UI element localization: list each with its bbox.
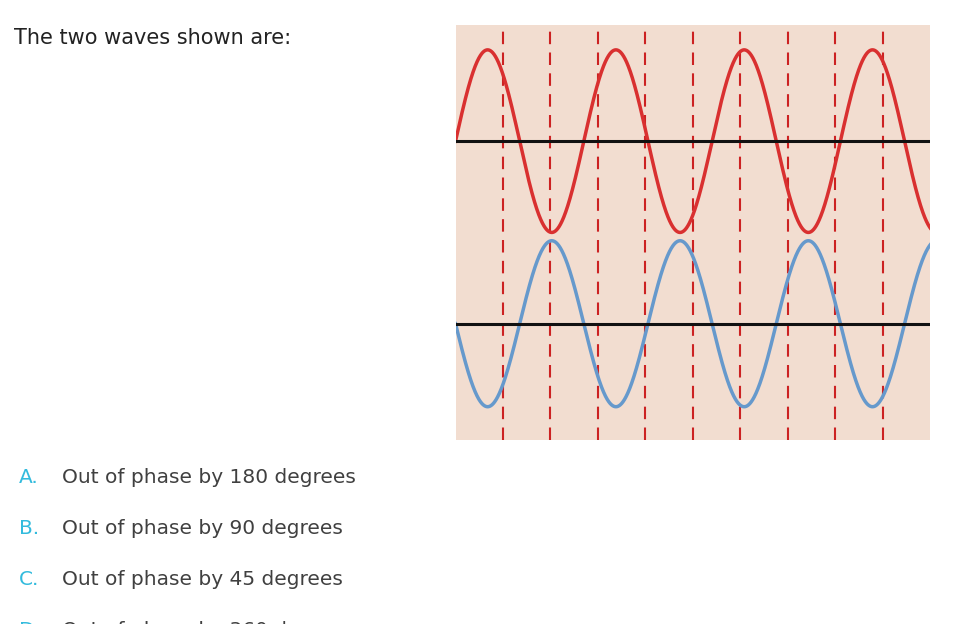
Text: B.: B. — [19, 519, 39, 538]
Text: Out of phase by 360 degrees: Out of phase by 360 degrees — [62, 622, 356, 624]
Text: A.: A. — [19, 468, 39, 487]
Text: Out of phase by 180 degrees: Out of phase by 180 degrees — [62, 468, 356, 487]
Text: D.: D. — [19, 622, 41, 624]
Text: Out of phase by 90 degrees: Out of phase by 90 degrees — [62, 519, 343, 538]
Text: Out of phase by 45 degrees: Out of phase by 45 degrees — [62, 570, 343, 589]
Text: C.: C. — [19, 570, 39, 589]
Text: The two waves shown are:: The two waves shown are: — [14, 28, 292, 48]
